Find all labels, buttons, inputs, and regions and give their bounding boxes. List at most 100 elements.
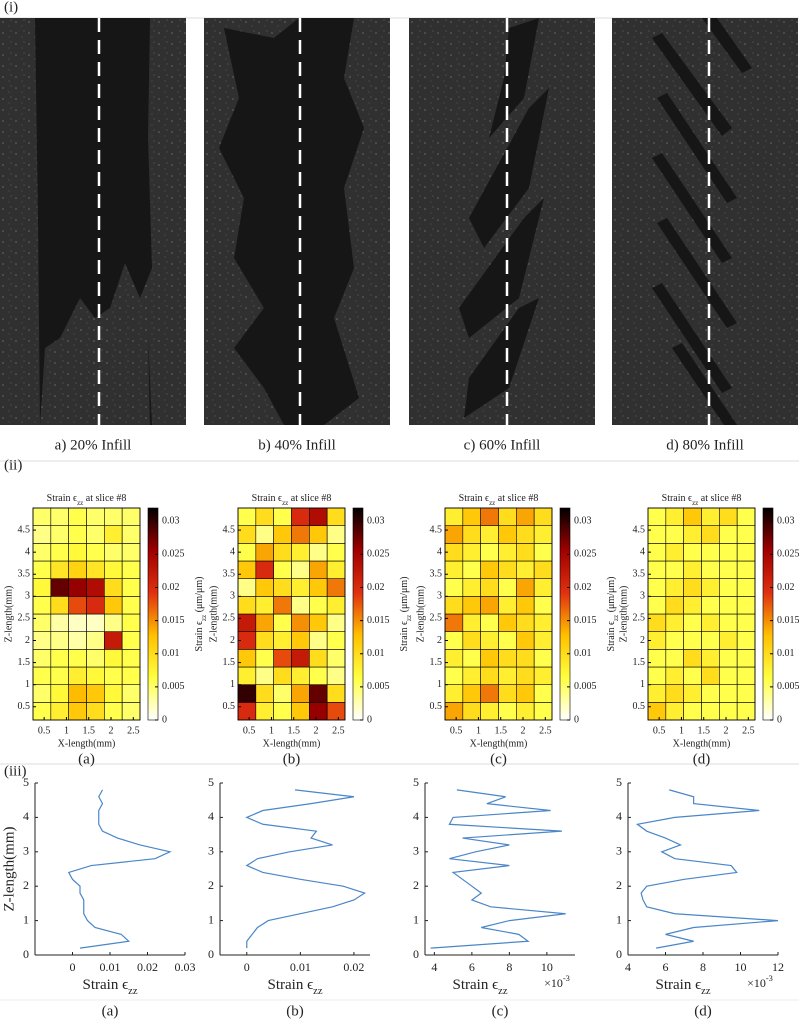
- y-tick-label: 2: [208, 878, 214, 892]
- heat-cell: [291, 613, 310, 632]
- colorbar: [352, 507, 364, 721]
- heat-cell: [237, 560, 257, 579]
- heat-cell: [104, 578, 123, 597]
- y-tick-label: 5: [413, 775, 419, 789]
- colorbar: [762, 507, 774, 721]
- section-label: (ii): [4, 457, 22, 473]
- heat-cell: [736, 596, 756, 615]
- y-tick-label: 4: [640, 546, 645, 557]
- strain-profile: [430, 789, 566, 949]
- y-tick-label: 0.5: [633, 701, 646, 712]
- ct-image-d: [612, 18, 798, 425]
- panel-caption: (a): [102, 1003, 119, 1019]
- heat-cell: [683, 560, 702, 579]
- heat-cell: [121, 596, 141, 615]
- colorbar-tick-label: 0: [777, 714, 782, 725]
- heat-cell: [50, 684, 69, 703]
- heat-cell: [255, 578, 274, 597]
- heat-cell: [32, 578, 52, 597]
- y-tick-label: 0.5: [223, 701, 236, 712]
- heat-cell: [516, 631, 535, 650]
- heat-cell: [462, 578, 481, 597]
- heat-cell: [121, 525, 141, 544]
- heat-cell: [291, 578, 310, 597]
- y-tick-label: 2: [230, 635, 235, 646]
- heat-cell: [498, 560, 517, 579]
- heat-cell: [50, 666, 69, 685]
- colorbar-tick-label: 0.015: [777, 615, 799, 626]
- heat-cell: [480, 560, 499, 579]
- heat-cell: [309, 507, 328, 526]
- heat-cell: [647, 666, 667, 685]
- heat-cell: [50, 631, 69, 650]
- x-axis-label-part: Strain ϵ: [268, 977, 314, 993]
- y-tick-label: 0: [413, 947, 419, 961]
- y-tick-label: 3.5: [430, 569, 443, 580]
- heat-cell: [736, 543, 756, 562]
- heat-cell: [255, 666, 274, 685]
- ct-image-c: [409, 18, 595, 425]
- y-tick-label: 4: [413, 809, 419, 823]
- heat-cell: [516, 507, 535, 526]
- heat-cell: [462, 666, 481, 685]
- heat-cell: [736, 702, 756, 721]
- heat-cell: [516, 543, 535, 562]
- x-axis-label-part: zz: [128, 986, 138, 997]
- colorbar-tick-label: 0.01: [574, 648, 592, 659]
- heat-cell: [68, 578, 87, 597]
- y-tick-label: 4: [208, 809, 214, 823]
- panel-caption: (a): [78, 751, 95, 767]
- heat-cell: [480, 684, 499, 703]
- x-axis-exponent: ×10-3: [747, 974, 773, 989]
- heat-cell: [237, 649, 257, 668]
- heat-cell: [291, 596, 310, 615]
- heat-cell: [444, 702, 464, 721]
- heat-cell: [683, 613, 702, 632]
- y-tick-label: 0.5: [18, 701, 31, 712]
- colorbar-tick-label: 0.01: [777, 648, 795, 659]
- heat-cell: [736, 578, 756, 597]
- heat-cell: [273, 631, 292, 650]
- colorbar-tick-label: 0.03: [777, 516, 795, 527]
- colorbar-label-part: zz: [200, 615, 208, 621]
- y-tick-label: 3: [208, 844, 214, 858]
- heat-cell: [32, 560, 52, 579]
- y-tick-label: 1: [230, 679, 235, 690]
- heat-cell: [480, 507, 499, 526]
- colorbar-label-part: Strain ϵ: [399, 621, 410, 651]
- heat-cell: [665, 596, 684, 615]
- colorbar-label-part: zz: [612, 615, 620, 621]
- heat-cell: [255, 507, 274, 526]
- chart-title-part: at slice #8: [83, 493, 126, 504]
- heat-cell: [68, 507, 87, 526]
- heat-cell: [683, 578, 702, 597]
- x-axis-exponent-part: -3: [563, 974, 570, 983]
- chart-title: Strain ϵzz at slice #8: [252, 493, 332, 506]
- colorbar-tick-label: 0.015: [367, 615, 390, 626]
- colorbar-label-part: Strain ϵ: [194, 621, 205, 651]
- heat-cell: [516, 613, 535, 632]
- heat-cell: [736, 525, 756, 544]
- section-label: (i): [4, 0, 18, 15]
- x-tick-label: 0.02: [137, 960, 158, 974]
- colorbar: [147, 507, 159, 721]
- heat-cell: [273, 578, 292, 597]
- colorbar-tick-label: 0.02: [162, 582, 180, 593]
- heat-cell: [326, 596, 346, 615]
- heat-cell: [309, 666, 328, 685]
- heat-cell: [736, 631, 756, 650]
- heat-cell: [498, 631, 517, 650]
- heat-cell: [291, 525, 310, 544]
- heat-cell: [480, 613, 499, 632]
- panel-caption: (b): [286, 1003, 304, 1019]
- heat-cell: [533, 525, 553, 544]
- heat-cell: [665, 507, 684, 526]
- heat-cell: [68, 543, 87, 562]
- heat-cell: [444, 560, 464, 579]
- y-tick-label: 4: [230, 546, 235, 557]
- heat-cell: [683, 596, 702, 615]
- heat-cell: [237, 684, 257, 703]
- y-axis-label: Z-length(mm): [618, 586, 629, 643]
- x-tick-label: 2: [109, 725, 114, 736]
- y-tick-label: 4: [616, 809, 622, 823]
